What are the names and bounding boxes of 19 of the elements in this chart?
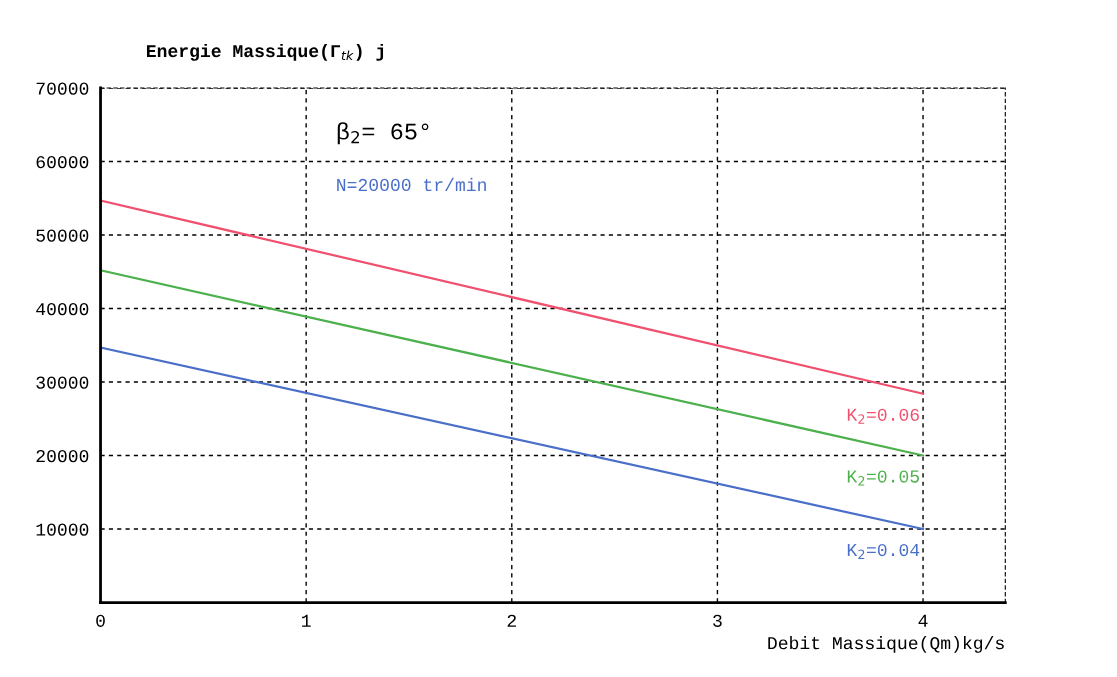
y-tick-label: 30000 [36,376,89,389]
y-tick-label: 40000 [36,302,89,316]
y-tick-label: 10000 [36,523,89,536]
series-label: K$_{2}$=0.05 [847,470,919,486]
y-tick-label: 60000 [36,155,89,169]
series-label: K$_{2}$=0.06 [847,408,919,424]
x-tick-label: 2 [507,614,516,627]
y-tick-label: 20000 [36,449,89,463]
x-axis-title: Debit Massique(Qm)kg/s [768,636,1004,653]
annotation: β$_{2}$= 65° [337,122,429,145]
series-label: K$_{2}$=0.04 [847,543,920,559]
x-tick-label: 1 [302,614,311,627]
x-tick-label: 4 [918,614,928,627]
y-tick-label: 70000 [36,82,89,95]
x-tick-label: 3 [713,614,722,627]
y-tick-label: 50000 [36,229,89,242]
annotation: N=20000 tr/min [337,177,486,192]
x-tick-label: 0 [96,614,105,627]
y-axis-title: Energie Massique(Γ$_{tk}$) j [146,43,384,61]
